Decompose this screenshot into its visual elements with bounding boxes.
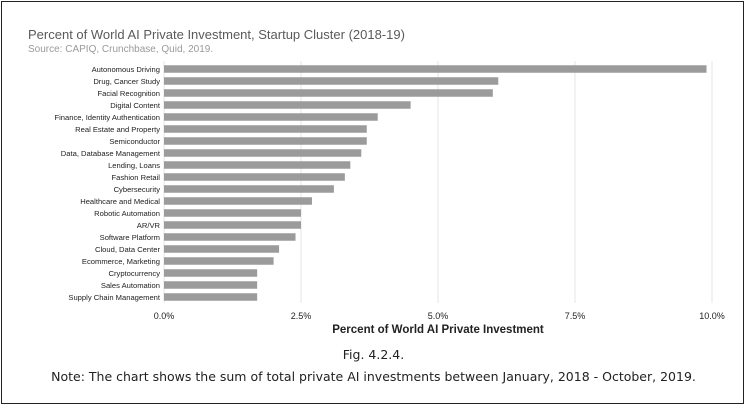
bar — [164, 77, 499, 85]
bar — [164, 281, 258, 289]
bars — [164, 65, 707, 301]
category-label: Data, Database Management — [61, 149, 161, 158]
bar — [164, 185, 334, 193]
category-label: Cybersecurity — [114, 185, 161, 194]
x-tick-label: 7.5% — [565, 311, 586, 321]
bar — [164, 209, 301, 217]
category-label: Facial Recognition — [98, 89, 160, 98]
bar — [164, 257, 274, 265]
gridlines — [163, 61, 713, 303]
category-label: Robotic Automation — [94, 209, 160, 218]
bar — [164, 149, 362, 157]
chart-source: Source: CAPIQ, Crunchbase, Quid, 2019. — [28, 44, 214, 55]
x-tick-label: 5.0% — [428, 311, 449, 321]
bar — [164, 245, 280, 253]
bar — [164, 161, 351, 169]
category-label: Real Estate and Property — [75, 125, 160, 134]
bar-chart: Autonomous Driving Drug, Cancer Study Faci… — [54, 61, 725, 336]
category-label: AR/VR — [137, 221, 161, 230]
category-label: Supply Chain Management — [68, 293, 160, 302]
bar — [164, 221, 301, 229]
category-label: Fashion Retail — [111, 173, 160, 182]
category-label: Semiconductor — [109, 137, 160, 146]
bar — [164, 125, 367, 133]
category-labels: Autonomous Driving Drug, Cancer Study Faci… — [54, 65, 160, 302]
bar — [164, 89, 493, 97]
bar — [164, 65, 707, 73]
bar — [164, 197, 312, 205]
category-label: Healthcare and Medical — [80, 197, 160, 206]
category-label: Drug, Cancer Study — [93, 77, 160, 86]
category-label: Lending, Loans — [108, 161, 160, 170]
bar — [164, 173, 345, 181]
category-label: Cryptocurrency — [109, 269, 161, 278]
category-label: Ecommerce, Marketing — [82, 257, 160, 266]
bar — [164, 113, 378, 121]
bar — [164, 269, 258, 277]
bar — [164, 233, 296, 241]
x-tick-labels: 0.0% 2.5% 5.0% 7.5% 10.0% — [154, 311, 725, 321]
x-tick-label: 10.0% — [699, 311, 725, 321]
bar — [164, 293, 258, 301]
category-label: Software Platform — [100, 233, 160, 242]
category-label: Digital Content — [110, 101, 161, 110]
category-label: Autonomous Driving — [92, 65, 160, 74]
figure-note: Note: The chart shows the sum of total p… — [51, 369, 696, 384]
figure-label: Fig. 4.2.4. — [342, 347, 405, 362]
category-label: Cloud, Data Center — [95, 245, 160, 254]
x-axis-label: Percent of World AI Private Investment — [332, 324, 544, 336]
chart-title: Percent of World AI Private Investment, … — [28, 27, 405, 42]
bar — [164, 137, 367, 145]
category-label: Finance, Identity Authentication — [54, 113, 160, 122]
category-label: Sales Automation — [101, 281, 160, 290]
x-tick-label: 2.5% — [291, 311, 312, 321]
x-tick-label: 0.0% — [154, 311, 175, 321]
bar — [164, 101, 411, 109]
